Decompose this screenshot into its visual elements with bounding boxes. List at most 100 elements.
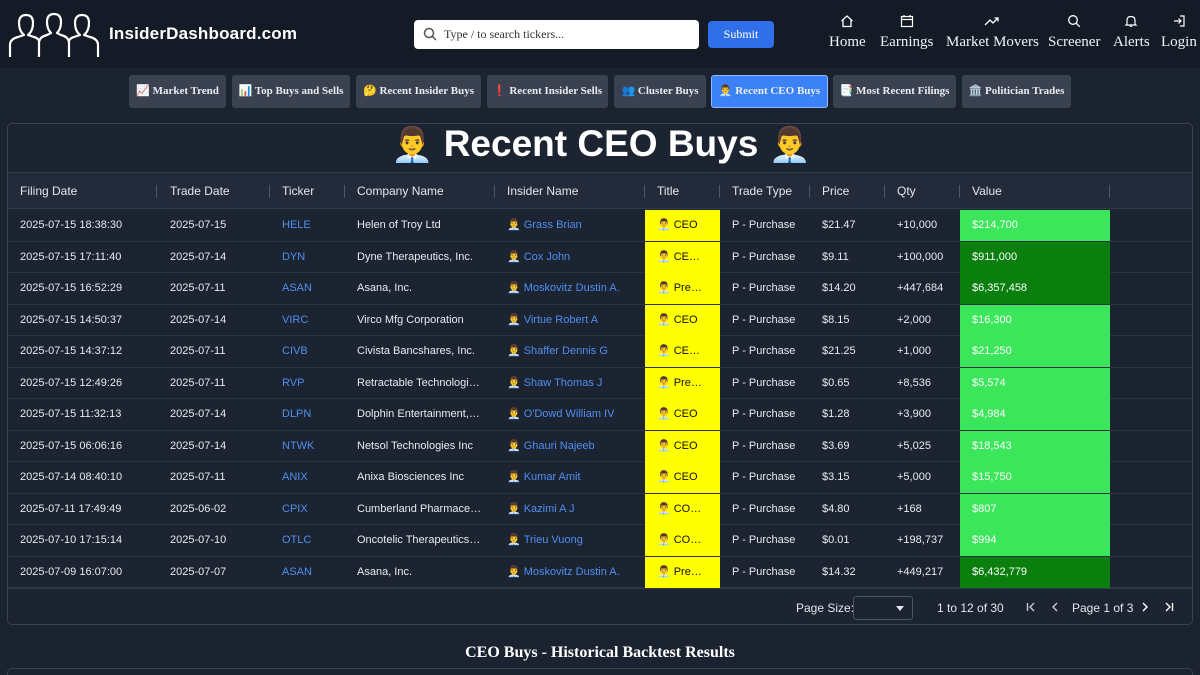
insider-name-link-text[interactable]: Ghauri Najeeb (523, 439, 595, 452)
last-page-icon[interactable] (1164, 602, 1174, 612)
nav-screener[interactable]: Screener (1048, 14, 1100, 51)
col-trade-type[interactable]: Trade Type (732, 184, 793, 198)
insider-name-link[interactable]: 👨‍💼 Grass Brian (507, 210, 647, 241)
insider-name-link[interactable]: 👨‍💼 Moskovitz Dustin A. (507, 273, 647, 304)
table-row[interactable]: 2025-07-15 18:38:30 2025-07-15 HELE Helen o… (8, 210, 1192, 242)
insider-name-link[interactable]: 👨‍💼 Kazimi A J (507, 494, 647, 525)
ticker-link[interactable]: CIVB (282, 336, 342, 367)
tab-most-recent-filings[interactable]: 📑 Most Recent Filings (833, 75, 956, 108)
column-resize-handle[interactable] (644, 185, 645, 198)
nav-market-movers[interactable]: Market Movers (946, 14, 1039, 51)
ticker-link-text[interactable]: CPIX (282, 502, 308, 515)
column-resize-handle[interactable] (719, 185, 720, 198)
col-title[interactable]: Title (657, 184, 680, 198)
insider-name-link[interactable]: 👨‍💼 O'Dowd William IV (507, 399, 647, 430)
column-resize-handle[interactable] (884, 185, 885, 198)
col-value[interactable]: Value (972, 184, 1002, 198)
ticker-link[interactable]: RVP (282, 368, 342, 399)
nav-earnings[interactable]: Earnings (880, 14, 933, 51)
column-resize-handle[interactable] (809, 185, 810, 198)
submit-button[interactable]: Submit (708, 21, 774, 48)
tab-recent-ceo-buys[interactable]: 👨‍💼 Recent CEO Buys (711, 75, 828, 108)
col-price[interactable]: Price (822, 184, 850, 198)
logo-icon[interactable] (8, 12, 100, 58)
ticker-link-text[interactable]: ASAN (282, 282, 312, 294)
table-row[interactable]: 2025-07-15 11:32:13 2025-07-14 DLPN Dolphin… (8, 399, 1192, 431)
tab-politician-trades[interactable]: 🏛️ Politician Trades (962, 75, 1071, 108)
ticker-link-text[interactable]: VIRC (282, 313, 309, 326)
ticker-link-text[interactable]: NTWK (282, 439, 315, 452)
ticker-link-text[interactable]: OTLC (282, 534, 312, 546)
insider-name-link-text[interactable]: Virtue Robert A (523, 313, 599, 326)
insider-name-link[interactable]: 👨‍💼 Virtue Robert A (507, 305, 647, 336)
next-page-icon[interactable] (1140, 602, 1150, 612)
nav-alerts[interactable]: Alerts (1113, 14, 1150, 51)
insider-name-link-text[interactable]: Shaffer Dennis G (523, 345, 608, 357)
tab-top-buys-sells[interactable]: 📊 Top Buys and Sells (232, 75, 350, 108)
col-company-name[interactable]: Company Name (357, 184, 444, 198)
insider-name-link[interactable]: 👨‍💼 Shaffer Dennis G (507, 336, 647, 367)
table-row[interactable]: 2025-07-15 16:52:29 2025-07-11 ASAN Asana, … (8, 273, 1192, 305)
ticker-link[interactable]: DYN (282, 242, 342, 273)
insider-name-link-text[interactable]: Kumar Amit (523, 471, 581, 483)
ticker-link[interactable]: ASAN (282, 557, 342, 588)
ticker-link[interactable]: OTLC (282, 525, 342, 556)
ticker-link[interactable]: CPIX (282, 494, 342, 525)
ticker-link[interactable]: NTWK (282, 431, 342, 462)
table-row[interactable]: 2025-07-15 12:49:26 2025-07-11 RVP Retracta… (8, 367, 1192, 399)
nav-login[interactable]: Login (1161, 14, 1197, 51)
column-resize-handle[interactable] (1109, 185, 1110, 198)
table-row[interactable]: 2025-07-15 14:50:37 2025-07-14 VIRC Virco M… (8, 304, 1192, 336)
column-resize-handle[interactable] (344, 185, 345, 198)
tab-market-trend[interactable]: 📈 Market Trend (129, 75, 226, 108)
insider-name-link-text[interactable]: Moskovitz Dustin A. (523, 565, 620, 578)
column-resize-handle[interactable] (269, 185, 270, 198)
ticker-link-text[interactable]: CIVB (282, 345, 308, 357)
insider-name-link[interactable]: 👨‍💼 Ghauri Najeeb (507, 431, 647, 462)
previous-page-icon[interactable] (1050, 602, 1060, 612)
col-ticker[interactable]: Ticker (282, 184, 315, 198)
ticker-link[interactable]: DLPN (282, 399, 342, 430)
brand-name[interactable]: InsiderDashboard.com (109, 24, 298, 43)
search-input[interactable] (444, 20, 694, 49)
table-row[interactable]: 2025-07-15 14:37:12 2025-07-11 CIVB Civista… (8, 336, 1192, 368)
tab-cluster-buys[interactable]: 👥 Cluster Buys (614, 75, 706, 108)
col-qty[interactable]: Qty (897, 184, 916, 198)
ticker-link[interactable]: HELE (282, 210, 342, 241)
table-row[interactable]: 2025-07-15 06:06:16 2025-07-14 NTWK Netsol … (8, 430, 1192, 462)
ticker-link-text[interactable]: RVP (282, 376, 305, 389)
search-box[interactable] (414, 20, 699, 49)
table-row[interactable]: 2025-07-10 17:15:14 2025-07-10 OTLC Oncotel… (8, 525, 1192, 557)
column-resize-handle[interactable] (959, 185, 960, 198)
insider-name-link[interactable]: 👨‍💼 Shaw Thomas J (507, 368, 647, 399)
first-page-icon[interactable] (1026, 602, 1036, 612)
ticker-link-text[interactable]: DLPN (282, 408, 312, 420)
ticker-link[interactable]: ANIX (282, 462, 342, 493)
col-trade-date[interactable]: Trade Date (170, 184, 230, 198)
column-resize-handle[interactable] (494, 185, 495, 198)
insider-name-link-text[interactable]: Kazimi A J (523, 502, 575, 515)
tab-recent-insider-sells[interactable]: ❗ Recent Insider Sells (487, 75, 608, 108)
ticker-link-text[interactable]: HELE (282, 219, 311, 231)
table-row[interactable]: 2025-07-14 08:40:10 2025-07-11 ANIX Anixa B… (8, 462, 1192, 494)
ticker-link-text[interactable]: ANIX (282, 471, 308, 483)
insider-name-link[interactable]: 👨‍💼 Moskovitz Dustin A. (507, 557, 647, 588)
table-row[interactable]: 2025-07-11 17:49:49 2025-06-02 CPIX Cumberl… (8, 493, 1192, 525)
insider-name-link[interactable]: 👨‍💼 Kumar Amit (507, 462, 647, 493)
ticker-link-text[interactable]: ASAN (282, 565, 312, 578)
tab-recent-insider-buys[interactable]: 🤔 Recent Insider Buys (356, 75, 481, 108)
insider-name-link[interactable]: 👨‍💼 Cox John (507, 242, 647, 273)
column-resize-handle[interactable] (156, 185, 157, 198)
insider-name-link-text[interactable]: Cox John (523, 250, 571, 263)
ticker-link-text[interactable]: DYN (282, 250, 306, 263)
table-row[interactable]: 2025-07-15 17:11:40 2025-07-14 DYN Dyne The… (8, 241, 1192, 273)
insider-name-link-text[interactable]: O'Dowd William IV (523, 408, 615, 420)
col-filing-date[interactable]: Filing Date (20, 184, 78, 198)
insider-name-link-text[interactable]: Shaw Thomas J (523, 376, 603, 389)
table-row[interactable]: 2025-07-09 16:07:00 2025-07-07 ASAN Asana, … (8, 556, 1192, 588)
nav-home[interactable]: Home (829, 14, 866, 51)
ticker-link[interactable]: VIRC (282, 305, 342, 336)
insider-name-link-text[interactable]: Trieu Vuong (523, 534, 583, 546)
ticker-link[interactable]: ASAN (282, 273, 342, 304)
insider-name-link-text[interactable]: Grass Brian (523, 219, 582, 231)
